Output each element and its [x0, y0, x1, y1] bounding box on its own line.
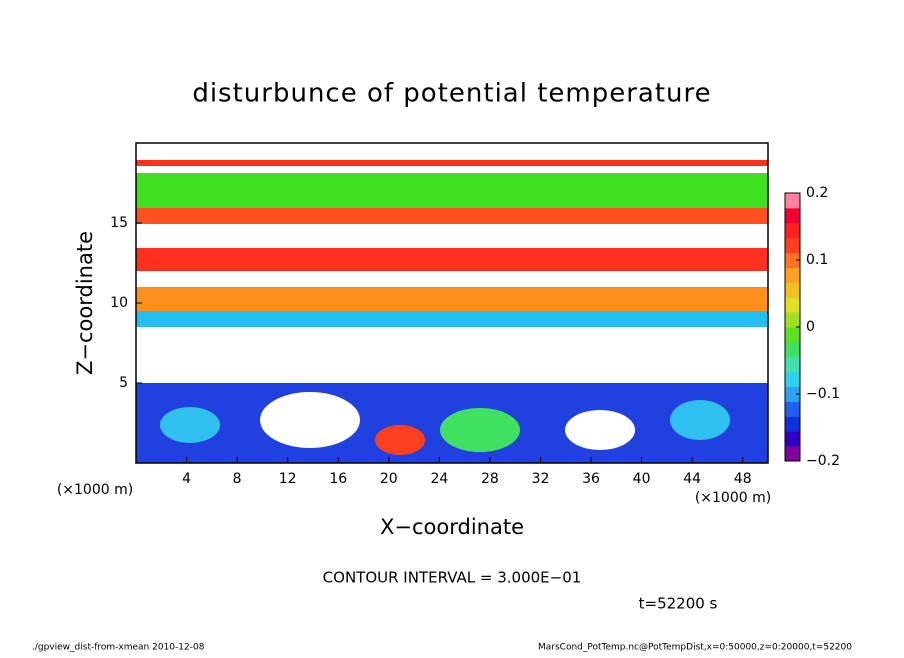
x-unit: (×1000 m)	[695, 490, 771, 506]
x-tick-label: 36	[582, 471, 600, 487]
colorbar-segment	[785, 416, 800, 432]
colorbar-segment	[785, 356, 800, 373]
colorbar-segment	[785, 312, 800, 328]
colorbar-tick-label: 0.1	[806, 252, 828, 268]
x-tick-label: 44	[683, 471, 701, 487]
x-tick-label: 4	[182, 471, 191, 487]
colorbar-tick-label: 0	[806, 319, 815, 335]
colorbar-segment	[785, 207, 800, 224]
x-tick-label: 48	[734, 471, 752, 487]
colorbar-segment	[785, 267, 800, 283]
colorbar-segment	[785, 371, 800, 388]
y-tick-label: 10	[110, 295, 128, 311]
footer-right: MarsCond_PotTemp.nc@PotTempDist,x=0:5000…	[538, 643, 852, 653]
y-tick-label: 15	[110, 215, 128, 231]
x-tick-label: 16	[329, 471, 347, 487]
x-tick-label: 32	[532, 471, 550, 487]
colorbar-segment	[785, 282, 800, 298]
colorbar-segment	[785, 431, 800, 447]
x-unit-left: (×1000 m)	[57, 482, 133, 498]
colorbar-segment	[785, 193, 800, 209]
time-label: t=52200 s	[639, 595, 718, 613]
colorbar-segment	[785, 341, 800, 358]
x-tick-label: 12	[279, 471, 297, 487]
y-tick-label: 5	[119, 375, 128, 391]
field	[135, 142, 769, 464]
colorbar-segment	[785, 252, 800, 268]
colorbar-tick-label: −0.2	[806, 453, 840, 469]
colorbar-segment	[785, 222, 800, 239]
colorbar-tick-label: −0.1	[806, 386, 840, 402]
x-tick-label: 24	[430, 471, 448, 487]
colorbar-segment	[785, 386, 800, 402]
x-tick-label: 28	[481, 471, 499, 487]
colorbar-tick-label: 0.2	[806, 185, 828, 201]
colorbar-segment	[785, 446, 800, 462]
contour-interval: CONTOUR INTERVAL = 3.000E−01	[323, 569, 582, 587]
x-tick-label: 8	[233, 471, 242, 487]
x-axis-label: X−coordinate	[380, 515, 524, 539]
x-tick-label: 40	[633, 471, 651, 487]
footer-left: ./gpview_dist-from-xmean 2010-12-08	[32, 643, 205, 653]
colorbar-segment	[785, 401, 800, 417]
colorbar-segment	[785, 237, 800, 254]
colorbar-segment	[785, 327, 800, 343]
colorbar-segment	[785, 297, 800, 313]
y-axis-label: Z−coordinate	[73, 231, 97, 375]
chart-title: disturbunce of potential temperature	[192, 79, 711, 109]
x-tick-label: 20	[380, 471, 398, 487]
